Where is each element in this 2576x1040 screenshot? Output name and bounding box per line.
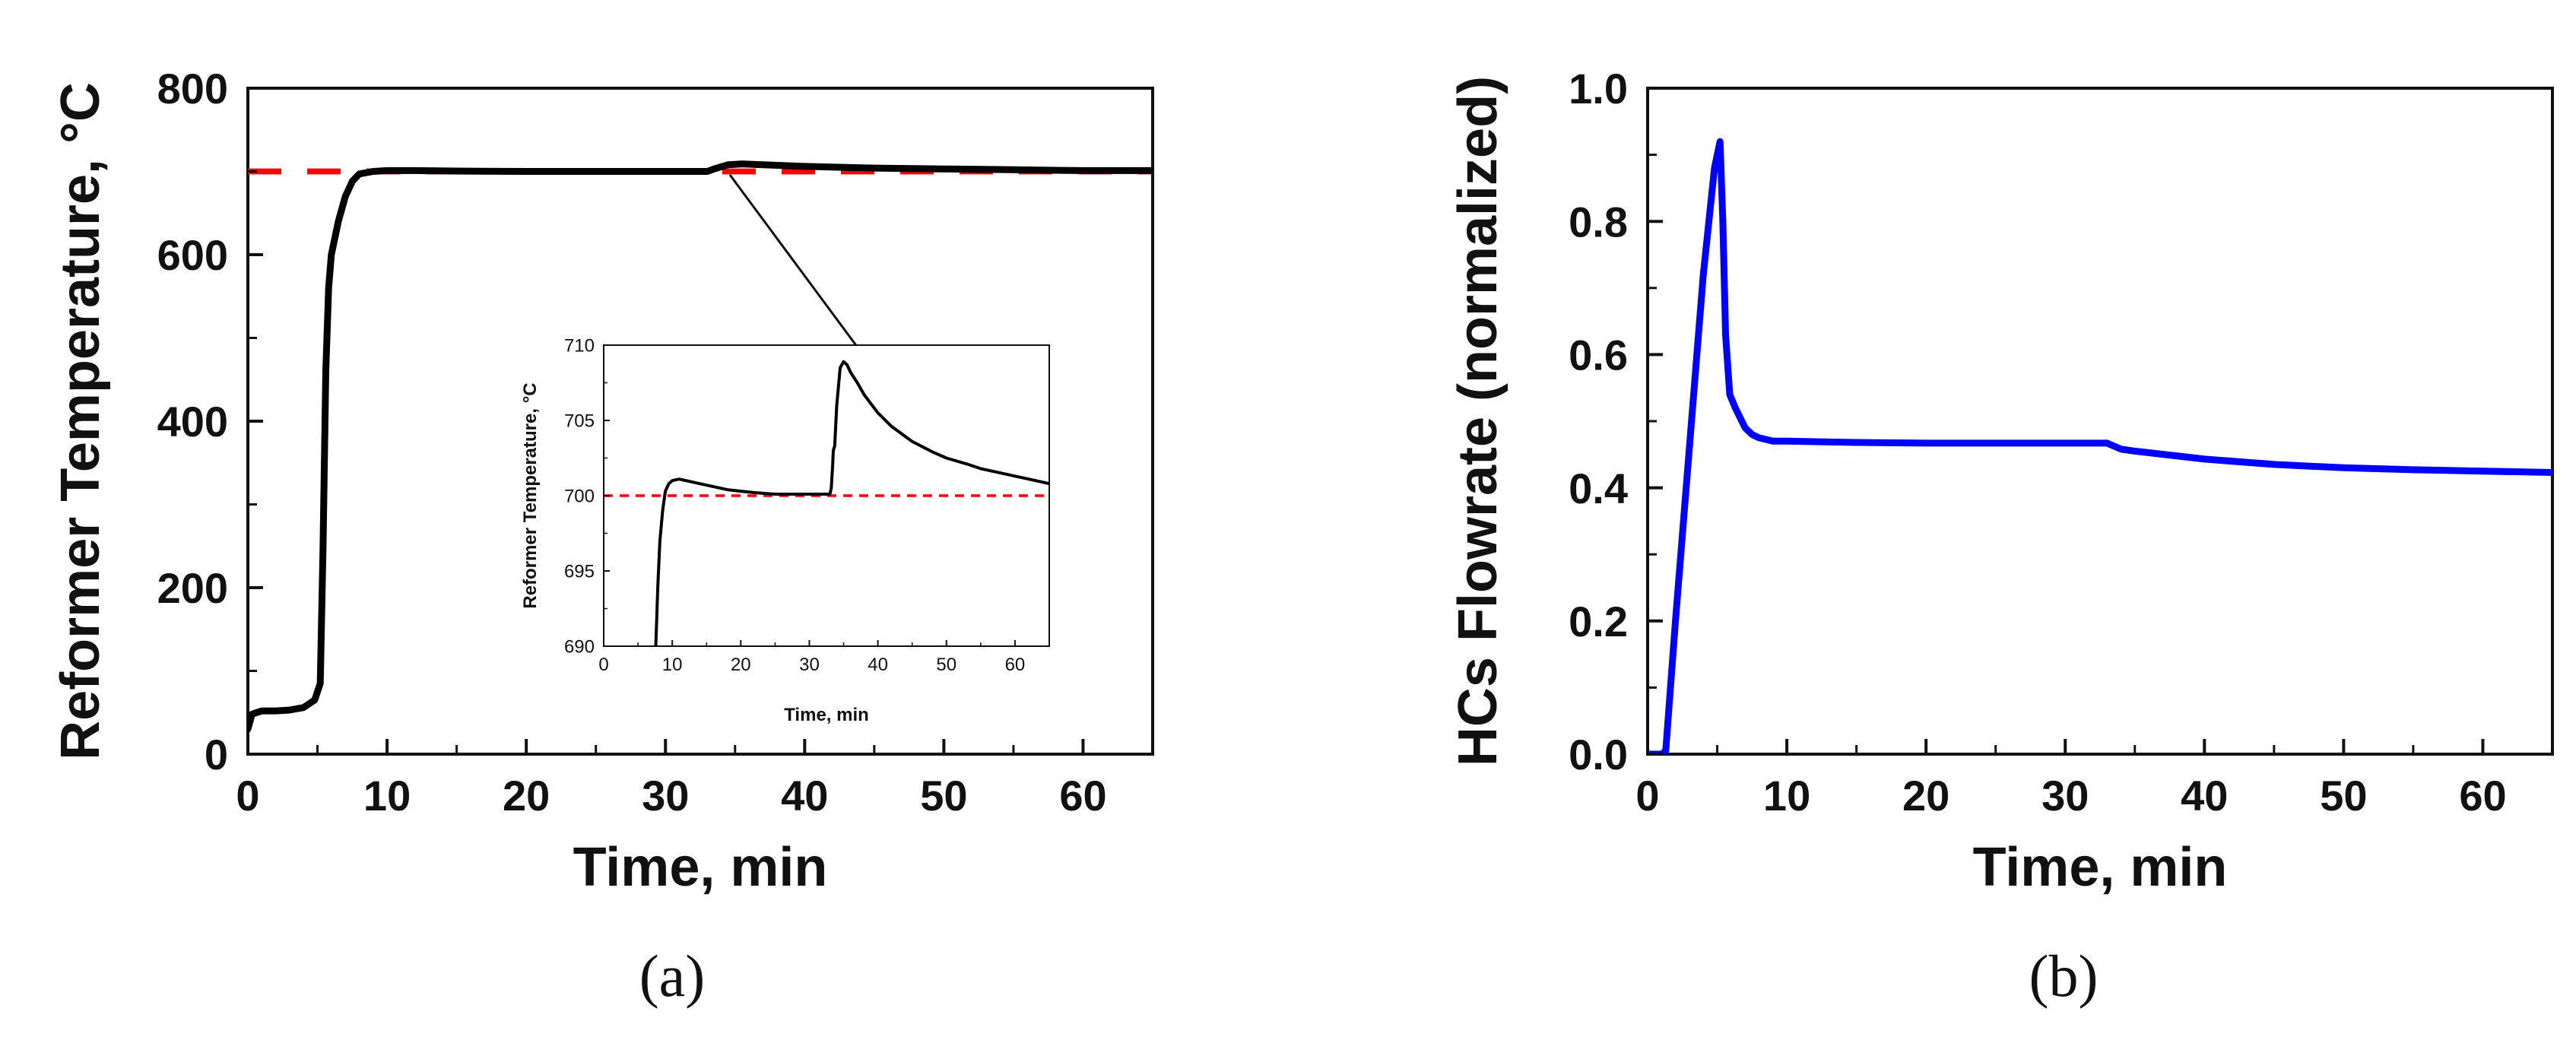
inset-x-tick-label: 10 [662,655,683,675]
a-x-tick-label: 40 [781,772,828,820]
a-y-tick-label: 200 [157,564,228,612]
inset-x-tick-label: 40 [868,655,888,675]
x-axis-title-b: Time, min [1973,837,2228,898]
x-axis-title-a: Time, min [573,837,828,898]
a-y-tick-label: 600 [157,231,228,279]
axis-ticks-b: 0 10 20 30 40 50 60 0.0 0.2 0.4 0.6 0.8 1.0 [1569,65,2554,820]
b-y-tick-label: 0.4 [1569,465,1628,512]
a-x-tick-label: 0 [236,772,259,820]
inset-y-tick-label: 710 [564,336,595,357]
b-x-tick-label: 50 [2320,772,2367,820]
a-x-tick-label: 20 [503,772,550,820]
a-y-tick-label: 800 [157,65,228,113]
inset-x-tick-label: 20 [731,655,751,675]
inset-series-group [604,360,1049,646]
inset-axis-ticks: 0 10 20 30 40 50 60 690 695 700 705 710 [564,336,1050,675]
inset-y-tick-label: 690 [564,637,595,658]
inset-x-tick-label: 30 [799,655,820,675]
a-x-tick-label: 60 [1059,772,1106,820]
inset-series-reformer-temperature [654,360,1049,646]
inset-x-axis-title: Time, min [784,705,869,725]
inset-chart: 0 10 20 30 40 50 60 690 695 700 705 710 Time, min R… [520,336,1050,725]
b-y-tick-label: 0.8 [1569,198,1628,246]
b-x-tick-label: 60 [2459,772,2506,820]
inset-y-axis-title: Reformer Temperature, °C [520,382,541,608]
b-x-tick-label: 20 [1902,772,1949,820]
inset-x-tick-label: 60 [1005,655,1026,675]
annotation-arrow [728,174,872,366]
b-x-tick-label: 30 [2041,772,2089,820]
series-group-a [248,160,1153,733]
b-y-tick-label: 0.0 [1569,731,1628,778]
a-x-tick-label: 50 [920,772,967,820]
b-y-tick-label: 0.2 [1569,598,1628,645]
b-y-tick-label: 0.6 [1569,331,1628,379]
inset-y-tick-label: 695 [564,562,595,582]
inset-y-tick-label: 705 [564,411,595,432]
plot-frame-b [1646,87,2554,756]
inset-x-tick-label: 50 [936,655,956,675]
b-x-tick-label: 10 [1763,772,1810,820]
inset-y-tick-label: 700 [564,487,595,507]
chart-panel-b: 0 10 20 30 40 50 60 0.0 0.2 0.4 0.6 0.8 1.0 Time, mi… [1448,65,2554,1009]
b-x-tick-label: 0 [1635,772,1659,820]
panel-label-b: (b) [2029,943,2099,1009]
a-x-tick-label: 10 [363,772,411,820]
b-series-hcs-flowrate [1648,138,2552,754]
panel-label-a: (a) [639,943,706,1009]
y-axis-title-b: HCs Flowrate (normalized) [1448,76,1508,766]
a-x-tick-label: 30 [642,772,689,820]
y-axis-title-a: Reformer Temperature, °C [50,82,111,760]
b-y-tick-label: 1.0 [1569,65,1628,113]
b-x-tick-label: 40 [2181,772,2228,820]
inset-x-tick-label: 0 [598,655,608,675]
a-y-tick-label: 400 [157,398,228,445]
a-series-reformer-temperature [248,160,1153,733]
series-group-b [1648,138,2552,754]
a-y-tick-label: 0 [205,731,228,778]
